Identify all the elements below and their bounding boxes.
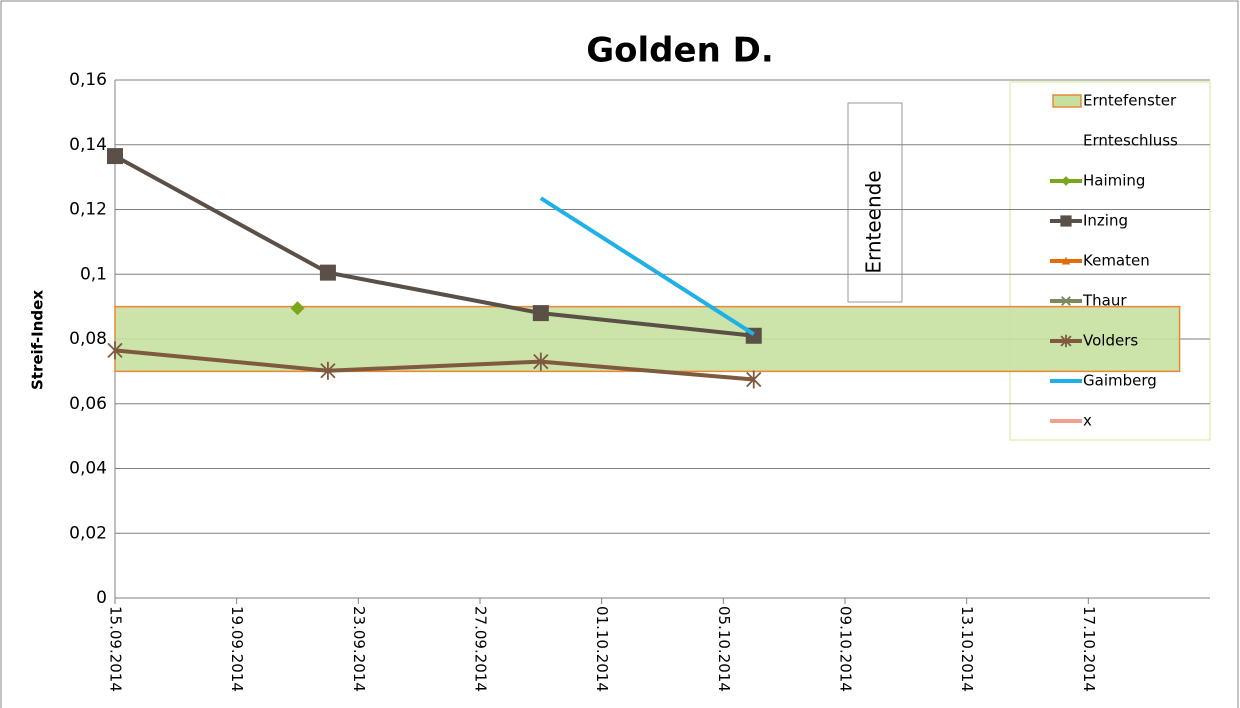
legend-label: Haiming: [1083, 172, 1145, 190]
legend-box: [1009, 81, 1211, 441]
legend-label: Kematen: [1083, 252, 1150, 270]
x-tick-label: 15.09.2014: [107, 606, 125, 692]
legend-label: Gaimberg: [1083, 372, 1157, 390]
annotation-box: [847, 102, 903, 303]
marker: [533, 352, 549, 371]
y-tick-label: 0,06: [69, 394, 107, 414]
x-tick-label: 23.09.2014: [350, 606, 368, 692]
y-tick-label: 0,12: [69, 200, 107, 220]
marker: [1061, 176, 1071, 186]
legend-label: x: [1083, 412, 1092, 430]
legend-swatch: [1052, 94, 1082, 108]
y-tick-label: 0,16: [69, 70, 107, 90]
x-tick-label: 17.10.2014: [1080, 606, 1098, 692]
y-tick-label: 0,1: [80, 264, 107, 284]
x-tick-label: 19.09.2014: [228, 606, 246, 692]
x-tick-label: 27.09.2014: [472, 606, 490, 692]
y-tick-label: 0,02: [69, 523, 107, 543]
series-line: [114, 154, 754, 338]
marker: [1061, 256, 1071, 265]
x-tick-label: 05.10.2014: [715, 606, 733, 692]
marker: [320, 361, 336, 380]
y-tick-label: 0: [96, 588, 107, 608]
marker: [107, 341, 123, 360]
legend-label: Volders: [1083, 332, 1138, 350]
chart-title: Golden D.: [586, 31, 774, 71]
legend-label: Erntefenster: [1083, 92, 1177, 110]
x-tick-label: 13.10.2014: [958, 606, 976, 692]
marker: [532, 305, 549, 322]
x-tick-label: 09.10.2014: [837, 606, 855, 692]
y-tick-label: 0,14: [69, 135, 107, 155]
series-line: [539, 196, 755, 336]
marker: [1061, 296, 1071, 306]
harvest-window: [114, 305, 1181, 373]
marker: [1060, 334, 1072, 348]
series-line: [114, 348, 754, 382]
y-tick-label: 0,04: [69, 459, 107, 479]
marker: [107, 148, 123, 165]
legend-label: Thaur: [1082, 292, 1127, 310]
y-axis-label: Streif-Index: [29, 290, 47, 390]
legend-label: Ernteschluss: [1083, 132, 1178, 150]
marker: [1060, 215, 1072, 227]
marker: [319, 264, 336, 281]
marker: [746, 370, 762, 389]
marker: [290, 301, 305, 316]
legend-label: Inzing: [1083, 212, 1128, 230]
x-tick-label: 01.10.2014: [593, 606, 611, 692]
annotation: Ernteende: [862, 170, 886, 273]
y-tick-label: 0,08: [69, 329, 107, 349]
